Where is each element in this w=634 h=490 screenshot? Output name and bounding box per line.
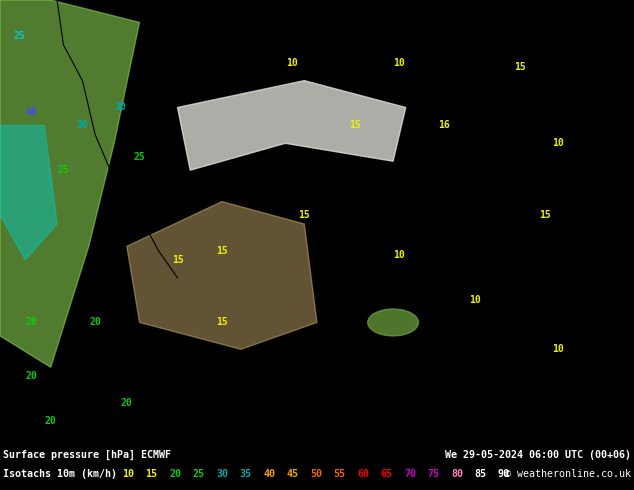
Text: 15: 15 [145,469,157,479]
Text: Surface pressure [hPa] ECMWF: Surface pressure [hPa] ECMWF [3,450,171,460]
Text: 15: 15 [514,62,526,72]
Text: 40: 40 [26,107,37,117]
Text: © weatheronline.co.uk: © weatheronline.co.uk [505,469,631,479]
Text: 10: 10 [552,344,564,354]
Text: 25: 25 [13,31,25,41]
Text: 15: 15 [216,318,228,327]
Text: 35: 35 [240,469,252,479]
Text: 25: 25 [58,165,69,175]
Text: 55: 55 [333,469,346,479]
Text: 10: 10 [394,58,405,68]
Text: 20: 20 [169,469,181,479]
Text: 20: 20 [89,318,101,327]
Text: 40: 40 [263,469,275,479]
Polygon shape [0,0,139,367]
Text: 70: 70 [404,469,416,479]
Text: 20: 20 [26,318,37,327]
Text: 45: 45 [287,469,299,479]
Text: 10: 10 [286,58,297,68]
Text: 10: 10 [122,469,134,479]
Text: 15: 15 [349,121,361,130]
Polygon shape [0,125,57,260]
Text: Isotachs 10m (km/h): Isotachs 10m (km/h) [3,469,117,479]
Text: 30: 30 [115,102,126,113]
Text: 25: 25 [193,469,205,479]
Text: 30: 30 [216,469,228,479]
Text: 20: 20 [45,416,56,426]
Text: 20: 20 [121,398,133,408]
Text: 15: 15 [299,210,310,220]
Text: 90: 90 [498,469,510,479]
Text: 15: 15 [216,246,228,256]
Polygon shape [127,201,317,349]
Text: 25: 25 [134,152,145,162]
Text: 20: 20 [26,371,37,381]
Text: 75: 75 [427,469,439,479]
Text: 10: 10 [470,295,481,305]
Text: 80: 80 [451,469,463,479]
Ellipse shape [368,309,418,336]
Text: 10: 10 [394,250,405,260]
Text: 30: 30 [77,121,88,130]
Text: 50: 50 [310,469,322,479]
Text: 15: 15 [540,210,551,220]
Text: 16: 16 [438,121,450,130]
Text: 1015: 1015 [371,181,396,191]
Text: 15: 15 [172,255,183,265]
Text: 60: 60 [357,469,369,479]
Polygon shape [178,81,406,170]
Text: 65: 65 [380,469,392,479]
Text: We 29-05-2024 06:00 UTC (00+06): We 29-05-2024 06:00 UTC (00+06) [445,450,631,460]
Text: 10: 10 [552,138,564,148]
Text: 85: 85 [474,469,486,479]
